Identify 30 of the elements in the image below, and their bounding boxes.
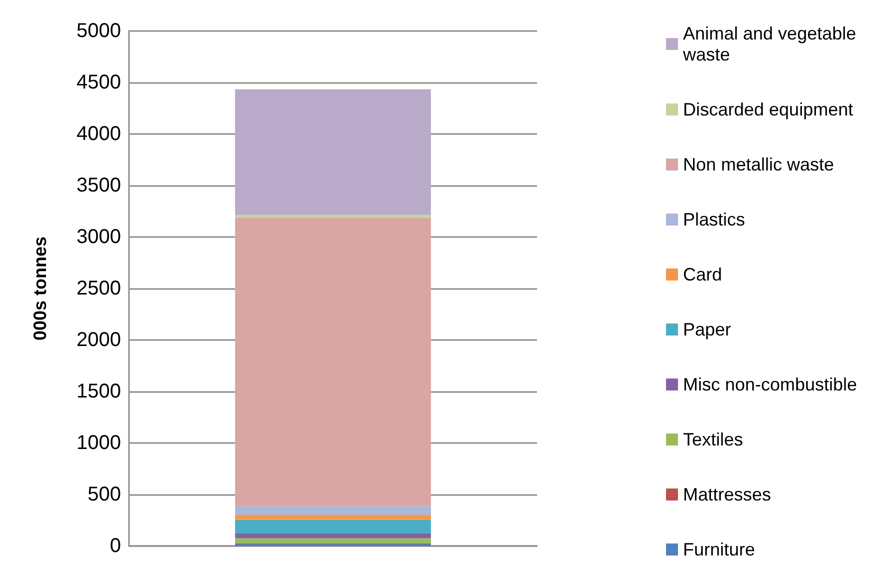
y-tick-label: 5000 [76,20,121,42]
bar [235,520,431,534]
legend-label: Paper [683,320,732,340]
bar [235,538,431,544]
legend-label: Discarded equipment [683,100,854,120]
legend-label: Animal and vegetable waste [682,24,862,64]
legend-label: Misc non-combustible [683,374,858,394]
y-tick-label: 3000 [76,226,121,248]
y-tick-label: 0 [110,535,121,557]
bar [235,506,431,515]
legend-label: Furniture [683,540,756,560]
legend-label: Plastics [683,210,746,230]
legend-label: Card [683,264,722,284]
legend-label: Mattresses [683,484,772,504]
bar [235,514,431,520]
y-tick-label: 1500 [76,380,121,402]
y-tick-label: 1000 [76,432,121,454]
y-tick-label: 500 [88,484,121,506]
y-tick-label: 4500 [76,72,121,94]
y-tick-label: 2500 [76,278,121,300]
legend-label: Non metallic waste [683,154,834,174]
bar [235,218,431,506]
bar [235,214,431,218]
bar [235,89,431,215]
legend-label: Textiles [683,430,744,450]
y-tick-label: 3500 [76,174,121,196]
bar [235,533,431,538]
y-tick-label: 2000 [76,329,121,351]
y-tick-label: 4000 [76,123,121,145]
y-axis-title: 000s tonnes [30,236,50,341]
